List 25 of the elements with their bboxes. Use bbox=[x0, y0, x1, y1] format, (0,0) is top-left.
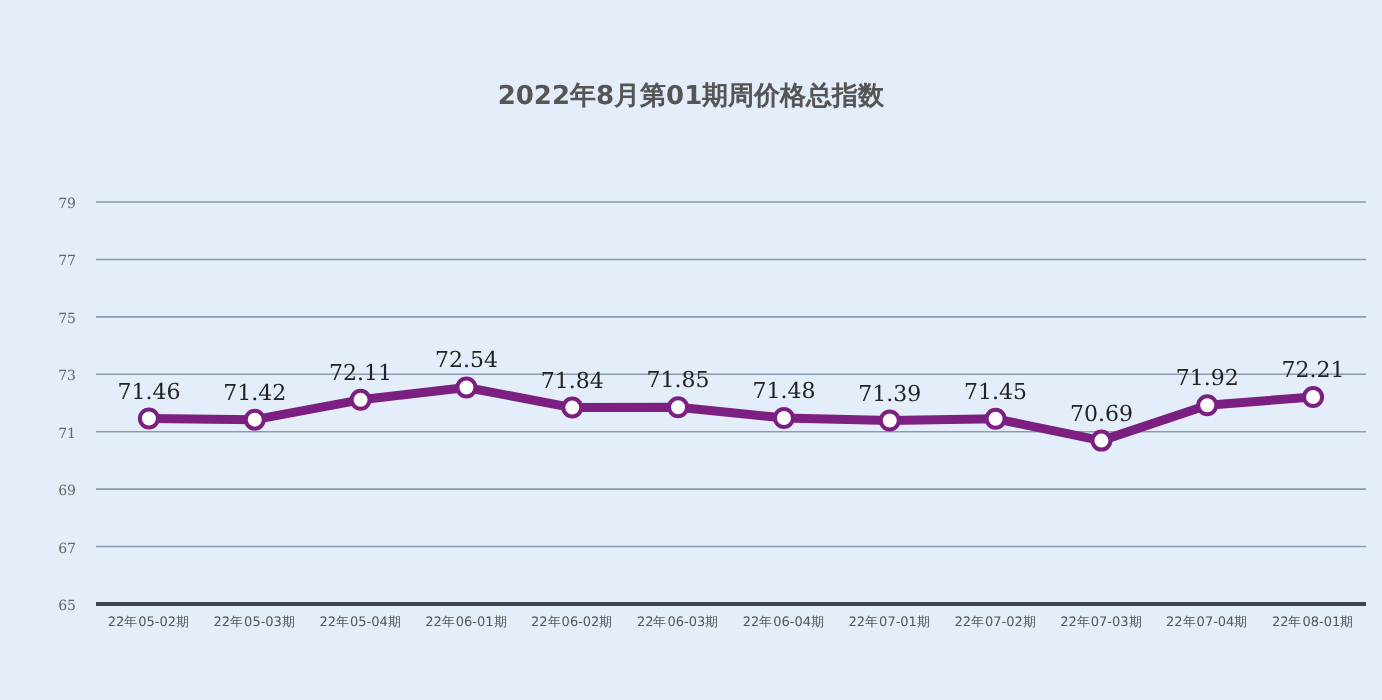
point bbox=[561, 396, 584, 419]
data-label: 71.84 bbox=[540, 367, 604, 394]
data-label: 71.48 bbox=[752, 377, 816, 404]
data-label: 72.21 bbox=[1281, 356, 1345, 383]
data-label: 71.46 bbox=[117, 378, 181, 405]
point bbox=[243, 408, 266, 431]
point bbox=[772, 406, 795, 429]
data-label: 71.45 bbox=[964, 378, 1028, 405]
data-label: 71.42 bbox=[223, 379, 287, 406]
data-label: 71.92 bbox=[1175, 365, 1239, 392]
point bbox=[984, 407, 1007, 430]
data-label: 71.85 bbox=[646, 367, 710, 394]
point bbox=[455, 376, 478, 399]
point bbox=[349, 388, 372, 411]
point bbox=[1196, 394, 1219, 417]
point bbox=[878, 409, 901, 432]
chart-title: 2022年8月第01期周价格总指数 bbox=[497, 80, 887, 112]
point bbox=[1090, 429, 1113, 452]
point bbox=[137, 407, 160, 430]
data-label: 72.11 bbox=[329, 359, 393, 386]
point bbox=[1302, 385, 1325, 408]
data-label: 72.54 bbox=[434, 347, 498, 374]
data-label: 71.39 bbox=[858, 380, 922, 407]
data-label: 70.69 bbox=[1069, 400, 1133, 427]
point bbox=[667, 396, 690, 419]
